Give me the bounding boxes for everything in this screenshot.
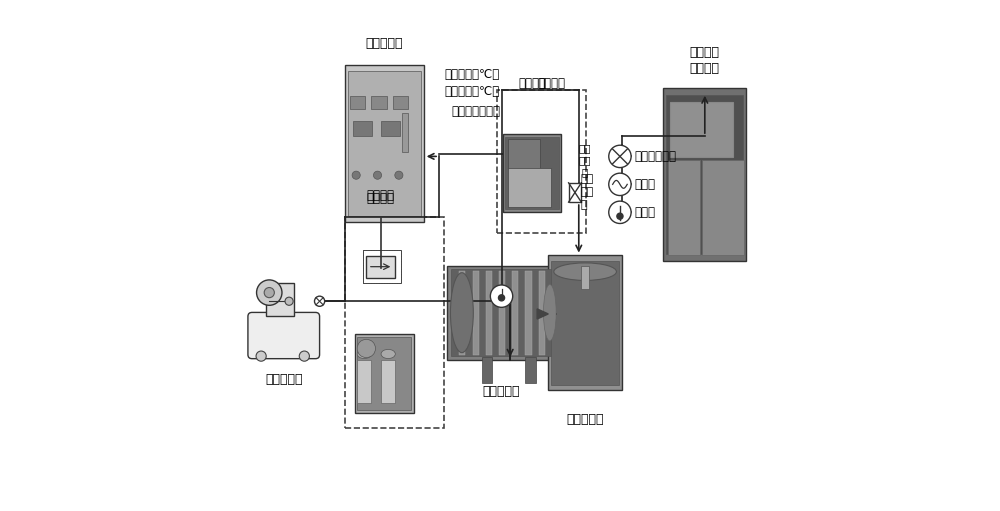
Bar (473, 271, 479, 355)
Text: 温度计: 温度计 (634, 206, 655, 219)
Text: 热风腔压力表: 热风腔压力表 (634, 150, 676, 163)
Text: 热风温度传感器: 热风温度传感器 (452, 105, 501, 118)
Bar (666, 95, 743, 253)
Bar (663, 88, 746, 261)
Circle shape (357, 339, 375, 358)
Bar (569, 183, 581, 202)
Bar (551, 261, 619, 385)
Circle shape (395, 171, 403, 179)
Circle shape (314, 296, 325, 306)
Text: 流量计: 流量计 (634, 178, 655, 191)
Bar (355, 334, 414, 413)
Bar (363, 250, 401, 284)
Ellipse shape (554, 263, 616, 281)
Text: 电磁阀门: 电磁阀门 (537, 77, 565, 90)
Bar (508, 168, 551, 207)
Text: 检测软件
测控系统: 检测软件 测控系统 (690, 46, 720, 75)
Circle shape (609, 145, 631, 168)
Bar (459, 271, 465, 355)
Ellipse shape (450, 273, 473, 353)
Bar (447, 266, 556, 360)
Bar (508, 139, 540, 169)
Circle shape (498, 295, 505, 301)
Circle shape (256, 351, 266, 361)
Circle shape (352, 171, 360, 179)
Ellipse shape (381, 350, 395, 359)
Bar (670, 102, 733, 157)
Bar (525, 357, 536, 383)
Text: 腔内温度（℃）
出口温度（℃）: 腔内温度（℃） 出口温度（℃） (444, 68, 499, 98)
Text: 高温热风洞: 高温热风洞 (482, 385, 520, 398)
Circle shape (609, 173, 631, 196)
Bar (486, 271, 492, 355)
Bar (497, 90, 586, 233)
Circle shape (490, 285, 513, 307)
Ellipse shape (357, 350, 371, 359)
Polygon shape (537, 309, 548, 319)
Bar (548, 256, 622, 390)
Bar (366, 256, 395, 278)
Circle shape (609, 201, 631, 223)
Text: 出气
口阀
门: 出气 口阀 门 (578, 144, 591, 177)
Bar (393, 97, 408, 109)
Bar (505, 136, 559, 209)
Circle shape (264, 288, 274, 298)
Bar (353, 121, 372, 136)
Text: 密封试验器: 密封试验器 (566, 413, 604, 426)
Bar (350, 97, 365, 109)
Text: 调压阀门: 调压阀门 (367, 189, 395, 202)
Circle shape (373, 171, 382, 179)
Bar (525, 271, 532, 355)
Bar (357, 360, 371, 403)
Text: 空气压缩机: 空气压缩机 (265, 374, 303, 386)
Bar (503, 133, 561, 212)
FancyBboxPatch shape (248, 312, 320, 359)
Bar (702, 160, 744, 256)
Circle shape (285, 297, 293, 305)
Text: 调压阀门: 调压阀门 (367, 192, 395, 205)
Circle shape (617, 213, 623, 219)
Bar (581, 266, 589, 289)
Bar (381, 121, 400, 136)
Bar (402, 113, 408, 152)
Bar (499, 271, 505, 355)
Bar (266, 284, 294, 316)
Text: 电磁阀门: 电磁阀门 (518, 77, 546, 90)
Bar (371, 97, 387, 109)
Bar (451, 269, 552, 356)
Bar (512, 271, 518, 355)
Bar (539, 271, 545, 355)
Bar (363, 250, 401, 284)
Text: 出气
口阀
门: 出气 口阀 门 (581, 174, 594, 210)
Bar (381, 360, 395, 403)
Bar (668, 160, 700, 256)
Bar (482, 357, 492, 383)
Bar (345, 65, 424, 222)
Bar (345, 217, 444, 428)
Bar (348, 71, 421, 216)
Text: 温控配电箱: 温控配电箱 (365, 37, 403, 50)
Circle shape (299, 351, 309, 361)
Circle shape (257, 280, 282, 305)
Ellipse shape (543, 285, 556, 341)
Bar (357, 337, 411, 410)
